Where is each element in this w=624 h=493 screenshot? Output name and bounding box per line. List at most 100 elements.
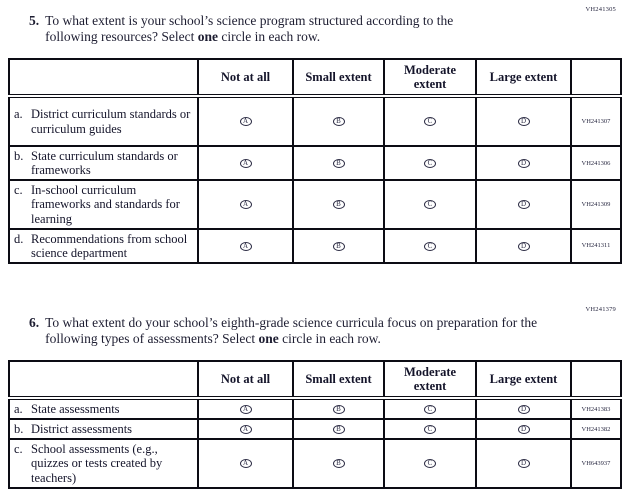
column-header-small-extent: Small extent — [292, 58, 385, 98]
row-label: District curriculum standards or curricu… — [31, 107, 191, 136]
answer-cell-not-at-all: A — [197, 179, 294, 230]
bubble-moderate-extent[interactable]: C — [424, 241, 436, 251]
answer-cell-moderate-extent: C — [383, 396, 477, 421]
column-header-moderate-extent: Moderate extent — [383, 58, 477, 98]
row-label: State curriculum standards or frameworks — [31, 149, 178, 178]
column-header-small-extent: Small extent — [292, 360, 385, 400]
bubble-large-extent[interactable]: D — [517, 200, 530, 210]
bubble-small-extent[interactable]: B — [332, 117, 345, 127]
bubble-moderate-extent[interactable]: C — [424, 117, 436, 127]
bubble-not-at-all[interactable]: A — [239, 425, 252, 435]
item-code: VH241311 — [570, 227, 622, 264]
question-text: To what extent is your school’s science … — [45, 13, 497, 45]
bubble-not-at-all[interactable]: A — [239, 404, 252, 414]
answer-cell-not-at-all: A — [197, 227, 294, 264]
row-label-cell: b. District assessments — [8, 418, 199, 441]
row-label: District assessments — [31, 422, 133, 437]
answer-cell-moderate-extent: C — [383, 438, 477, 489]
question-5-table: Not at all Small extent Moderate extent … — [8, 58, 622, 264]
column-header-moderate-extent: Moderate extent — [383, 360, 477, 400]
column-header-large-extent: Large extent — [475, 58, 572, 98]
form-code-q6: VH241379 — [585, 306, 616, 313]
column-header-not-at-all: Not at all — [197, 360, 294, 400]
answer-cell-large-extent: D — [475, 438, 572, 489]
bubble-not-at-all[interactable]: A — [239, 459, 252, 469]
answer-cell-small-extent: B — [292, 227, 385, 264]
bubble-not-at-all[interactable]: A — [239, 158, 252, 168]
bubble-small-extent[interactable]: B — [332, 241, 345, 251]
item-code: VH241307 — [570, 95, 622, 147]
table-row: c. School assessments (e.g., quizzes or … — [8, 438, 622, 489]
bubble-moderate-extent[interactable]: C — [424, 200, 436, 210]
row-letter: c. — [14, 183, 23, 198]
question-text-bold: one — [197, 29, 218, 45]
question-text: To what extent do your school’s eighth-g… — [45, 315, 557, 347]
question-6-table: Not at all Small extent Moderate extent … — [8, 360, 622, 489]
answer-cell-not-at-all: A — [197, 396, 294, 421]
header-row: Not at all Small extent Moderate extent … — [8, 360, 622, 400]
row-letter: b. — [14, 149, 24, 163]
bubble-not-at-all[interactable]: A — [239, 200, 252, 210]
table-row: a. District curriculum standards or curr… — [8, 95, 622, 147]
column-header-not-at-all: Not at all — [197, 58, 294, 98]
column-header-large-extent: Large extent — [475, 360, 572, 400]
row-letter: d. — [14, 231, 24, 246]
question-number: 5. — [29, 13, 40, 28]
answer-cell-moderate-extent: C — [383, 418, 477, 441]
bubble-small-extent[interactable]: B — [332, 404, 345, 414]
row-letter: a. — [14, 107, 23, 122]
table-row: b. State curriculum standards or framewo… — [8, 144, 622, 182]
bubble-large-extent[interactable]: D — [517, 459, 530, 469]
answer-cell-small-extent: B — [292, 438, 385, 489]
header-code-cell — [570, 360, 622, 400]
bubble-large-extent[interactable]: D — [517, 241, 530, 251]
bubble-moderate-extent[interactable]: C — [424, 459, 436, 469]
item-code: VH241383 — [570, 396, 622, 421]
bubble-not-at-all[interactable]: A — [239, 117, 252, 127]
table-row: b. District assessments A B C D VH241382 — [8, 418, 622, 441]
bubble-moderate-extent[interactable]: C — [424, 158, 436, 168]
answer-cell-large-extent: D — [475, 396, 572, 421]
question-number: 6. — [29, 315, 40, 330]
item-code: VH241382 — [570, 418, 622, 441]
table-row: a. State assessments A B C D VH241383 — [8, 396, 622, 421]
question-5: 5. To what extent is your school’s scien… — [29, 13, 497, 45]
bubble-small-extent[interactable]: B — [332, 459, 345, 469]
table-row: c. In-school curriculum frameworks and s… — [8, 179, 622, 230]
answer-cell-small-extent: B — [292, 144, 385, 182]
question-6: 6. To what extent do your school’s eight… — [29, 315, 557, 347]
answer-cell-small-extent: B — [292, 95, 385, 147]
header-code-cell — [570, 58, 622, 98]
answer-cell-not-at-all: A — [197, 438, 294, 489]
question-text-part1: To what extent is your school’s science … — [45, 13, 454, 45]
row-label: Recommendations from school science depa… — [31, 231, 188, 260]
bubble-small-extent[interactable]: B — [332, 425, 345, 435]
bubble-small-extent[interactable]: B — [332, 158, 345, 168]
item-code: VH241309 — [570, 179, 622, 230]
row-label: In-school curriculum frameworks and stan… — [31, 183, 180, 226]
table-row: d. Recommendations from school science d… — [8, 227, 622, 264]
bubble-moderate-extent[interactable]: C — [424, 404, 436, 414]
row-label-cell: a. District curriculum standards or curr… — [8, 95, 199, 147]
answer-cell-moderate-extent: C — [383, 144, 477, 182]
answer-cell-moderate-extent: C — [383, 95, 477, 147]
bubble-not-at-all[interactable]: A — [239, 241, 252, 251]
row-letter: b. — [14, 422, 24, 437]
row-label-cell: a. State assessments — [8, 396, 199, 421]
bubble-large-extent[interactable]: D — [517, 425, 530, 435]
row-label: School assessments (e.g., quizzes or tes… — [31, 442, 163, 485]
bubble-small-extent[interactable]: B — [332, 200, 345, 210]
answer-cell-small-extent: B — [292, 179, 385, 230]
item-code: VH241306 — [570, 144, 622, 182]
bubble-large-extent[interactable]: D — [517, 404, 530, 414]
answer-cell-moderate-extent: C — [383, 227, 477, 264]
form-code-q5: VH241305 — [585, 6, 616, 13]
bubble-large-extent[interactable]: D — [517, 117, 530, 127]
row-label-cell: b. State curriculum standards or framewo… — [8, 144, 199, 182]
header-empty-cell — [8, 58, 199, 98]
bubble-large-extent[interactable]: D — [517, 158, 530, 168]
question-text-part2: circle in each row. — [217, 29, 321, 45]
bubble-moderate-extent[interactable]: C — [424, 425, 436, 435]
row-letter: a. — [14, 402, 23, 416]
answer-cell-moderate-extent: C — [383, 179, 477, 230]
